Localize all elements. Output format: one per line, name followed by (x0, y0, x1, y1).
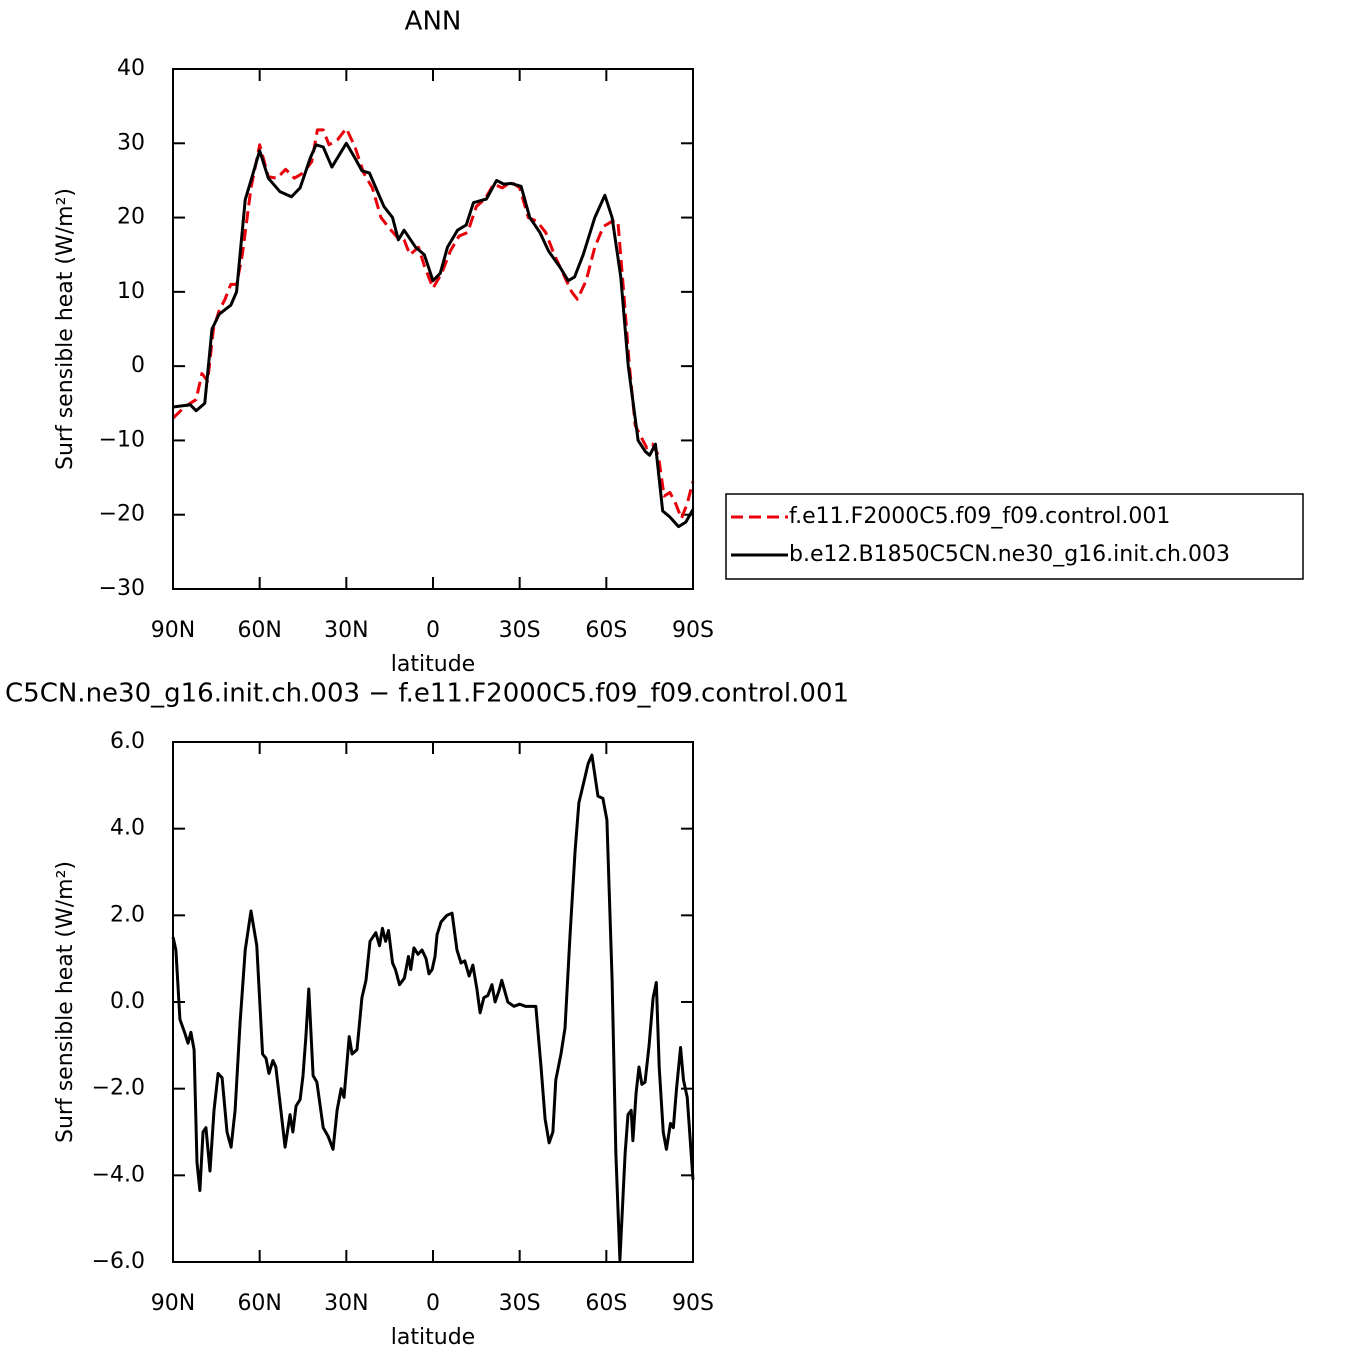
y-tick-label: −10 (99, 427, 145, 452)
x-tick-label: 0 (426, 1291, 440, 1316)
data-line (172, 141, 695, 529)
plot-frame (172, 68, 694, 590)
x-tick-label: 30N (324, 618, 368, 643)
y-tick-label: −4.0 (92, 1162, 145, 1187)
legend-box (725, 493, 1304, 580)
y-tick-label: 30 (117, 130, 145, 155)
data-line (171, 126, 695, 520)
x-tick-label: 90S (672, 618, 714, 643)
x-tick-label: 90N (151, 618, 195, 643)
x-tick-label: 90S (672, 1291, 714, 1316)
chart-title: C5CN.ne30_g16.init.ch.003 − f.e11.F2000C… (5, 679, 849, 709)
y-tick-label: 0 (131, 353, 145, 378)
x-tick-label: 60N (237, 618, 281, 643)
legend-label: b.e12.B1850C5CN.ne30_g16.init.ch.003 (789, 542, 1230, 567)
x-tick-label: 30N (324, 1291, 368, 1316)
chart-title: ANN (405, 7, 462, 37)
y-tick-label: −30 (99, 576, 145, 601)
data-line (171, 753, 695, 1262)
x-axis-label: latitude (391, 1325, 475, 1350)
x-tick-label: 60S (585, 1291, 627, 1316)
x-axis-label: latitude (391, 652, 475, 677)
y-tick-label: 0.0 (110, 989, 145, 1014)
y-tick-label: 40 (117, 56, 145, 81)
y-tick-label: 4.0 (110, 816, 145, 841)
x-tick-label: 60N (237, 1291, 281, 1316)
y-axis-label: Surf sensible heat (W/m²) (53, 188, 78, 470)
x-tick-label: 30S (499, 1291, 541, 1316)
legend-label: f.e11.F2000C5.f09_f09.control.001 (789, 504, 1170, 529)
x-tick-label: 30S (499, 618, 541, 643)
y-tick-label: 6.0 (110, 729, 145, 754)
y-tick-label: 10 (117, 279, 145, 304)
y-tick-label: −20 (99, 502, 145, 527)
y-tick-label: 2.0 (110, 902, 145, 927)
plot-frame (172, 741, 694, 1263)
y-tick-label: 20 (117, 205, 145, 230)
y-tick-label: −2.0 (92, 1076, 145, 1101)
x-tick-label: 90N (151, 1291, 195, 1316)
y-axis-label: Surf sensible heat (W/m²) (53, 861, 78, 1143)
x-tick-label: 60S (585, 618, 627, 643)
y-tick-label: −6.0 (92, 1249, 145, 1274)
x-tick-label: 0 (426, 618, 440, 643)
